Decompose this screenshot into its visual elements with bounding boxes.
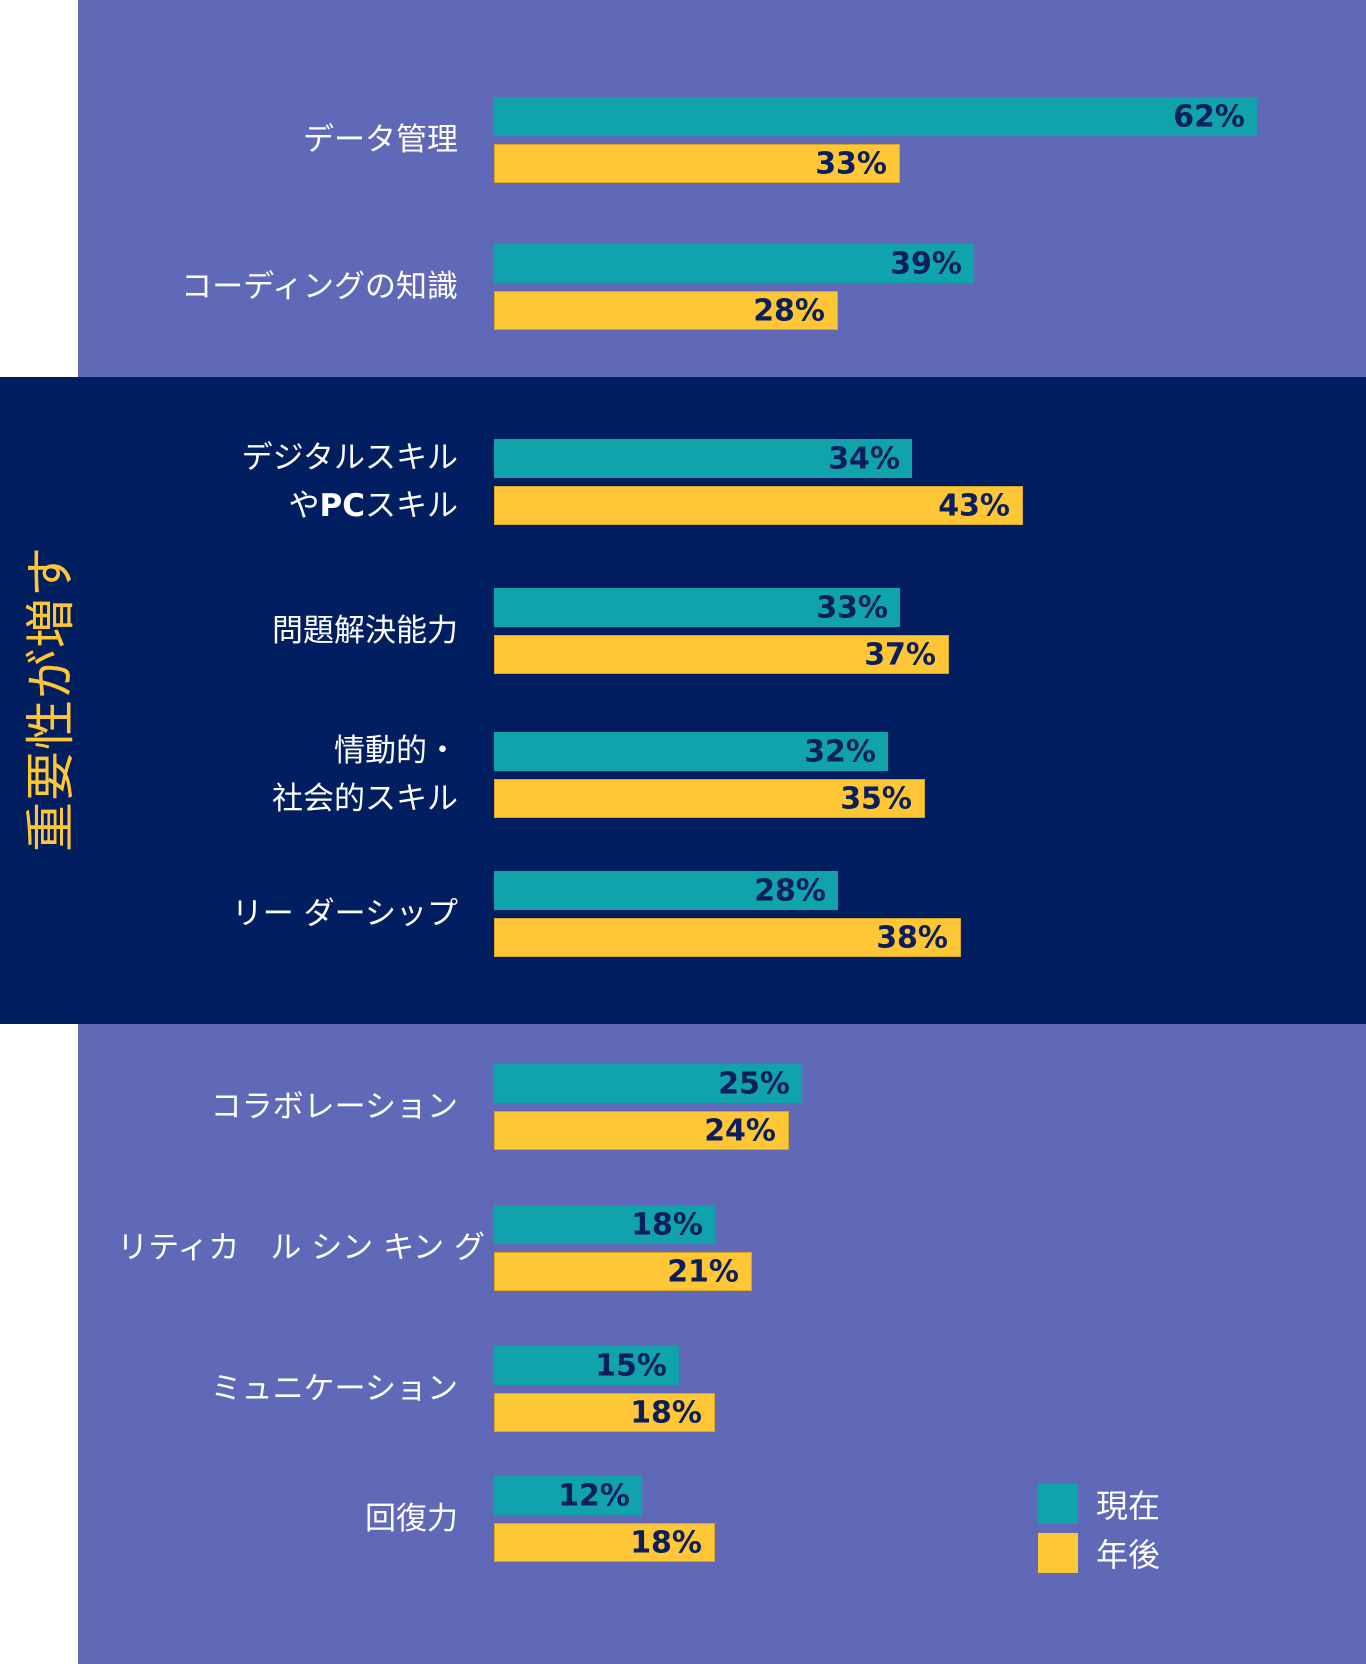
category-label: リー ダーシップ xyxy=(232,890,458,938)
category-label: リティカ ル シン キン グ xyxy=(117,1224,485,1272)
category-label-line: コーディングの知識 xyxy=(181,269,458,305)
bar-now: 12% xyxy=(494,1476,642,1515)
category-label-line: リティカ ル シン キン グ xyxy=(117,1230,485,1266)
bar-after: 37% xyxy=(494,635,949,674)
legend-swatch-now xyxy=(1038,1483,1078,1524)
bar-now: 39% xyxy=(494,244,974,283)
legend-swatch-after xyxy=(1038,1532,1078,1573)
bar-after: 18% xyxy=(494,1393,715,1432)
bar-value-label: 18% xyxy=(630,1525,702,1560)
bar-now: 34% xyxy=(494,439,912,478)
legend-label-now: 現在 xyxy=(1096,1486,1161,1525)
category-label: コーディングの知識 xyxy=(181,263,458,311)
bar-after: 43% xyxy=(494,486,1023,525)
bar-value-label: 18% xyxy=(630,1395,702,1430)
bar-now: 33% xyxy=(494,588,900,627)
category-label-line: データ管理 xyxy=(303,122,458,158)
category-label-line: コラボレーション xyxy=(210,1089,458,1125)
bar-value-label: 35% xyxy=(840,781,912,816)
category-label-line: デジタルスキル xyxy=(241,440,458,476)
bar-value-label: 24% xyxy=(704,1113,776,1148)
bar-now: 18% xyxy=(494,1205,715,1244)
bar-now: 15% xyxy=(494,1346,679,1385)
bar-value-label: 37% xyxy=(864,637,936,672)
bar-value-label: 33% xyxy=(815,146,887,181)
bar-after: 21% xyxy=(494,1252,752,1291)
bar-after: 18% xyxy=(494,1523,715,1562)
category-label: 情動的・社会的スキル xyxy=(272,727,458,823)
panel-highlight xyxy=(0,377,1366,1024)
bar-value-label: 21% xyxy=(667,1254,739,1289)
bar-value-label: 18% xyxy=(631,1207,703,1242)
bar-value-label: 34% xyxy=(828,441,900,476)
bar-now: 28% xyxy=(494,871,838,910)
legend-item-after: 年後 xyxy=(1038,1528,1160,1577)
category-label: デジタルスキルやPCスキル xyxy=(242,434,458,530)
category-label-line: 情動的・ xyxy=(334,733,458,769)
category-label: コラボレーション xyxy=(211,1083,458,1131)
bar-after: 35% xyxy=(494,779,925,818)
side-title: 重要性が増す xyxy=(22,546,80,852)
bar-value-label: 25% xyxy=(718,1066,790,1101)
category-label-line: 問題解決能力 xyxy=(272,613,458,649)
bar-now: 32% xyxy=(494,732,888,771)
category-label: ミュニケーション xyxy=(211,1365,458,1413)
bar-after: 28% xyxy=(494,291,838,330)
legend-item-now: 現在 xyxy=(1038,1479,1160,1528)
category-label-line: 社会的スキル xyxy=(272,781,458,817)
bar-value-label: 38% xyxy=(876,920,948,955)
legend-label-after: 年後 xyxy=(1096,1535,1161,1574)
bar-value-label: 28% xyxy=(754,873,826,908)
legend: 現在 年後 xyxy=(1038,1479,1160,1577)
bar-value-label: 43% xyxy=(938,488,1010,523)
category-label-line: ミュニケーション xyxy=(210,1371,458,1407)
category-label-line: 回復力 xyxy=(365,1501,458,1537)
bar-value-label: 33% xyxy=(816,590,888,625)
category-label: 問題解決能力 xyxy=(272,607,458,655)
bar-now: 25% xyxy=(494,1064,802,1103)
bar-value-label: 15% xyxy=(595,1348,667,1383)
bar-after: 33% xyxy=(494,144,900,183)
category-label-line: やPCスキル xyxy=(288,488,458,524)
bar-after: 24% xyxy=(494,1111,789,1150)
bar-value-label: 28% xyxy=(753,293,825,328)
category-label: データ管理 xyxy=(303,116,458,164)
bar-value-label: 12% xyxy=(558,1478,630,1513)
bar-value-label: 62% xyxy=(1173,99,1245,134)
bar-value-label: 39% xyxy=(890,246,962,281)
category-label-line: リー ダーシップ xyxy=(231,896,458,932)
bar-after: 38% xyxy=(494,918,961,957)
category-label: 回復力 xyxy=(365,1495,458,1543)
bar-value-label: 32% xyxy=(804,734,876,769)
bar-now: 62% xyxy=(494,97,1257,136)
